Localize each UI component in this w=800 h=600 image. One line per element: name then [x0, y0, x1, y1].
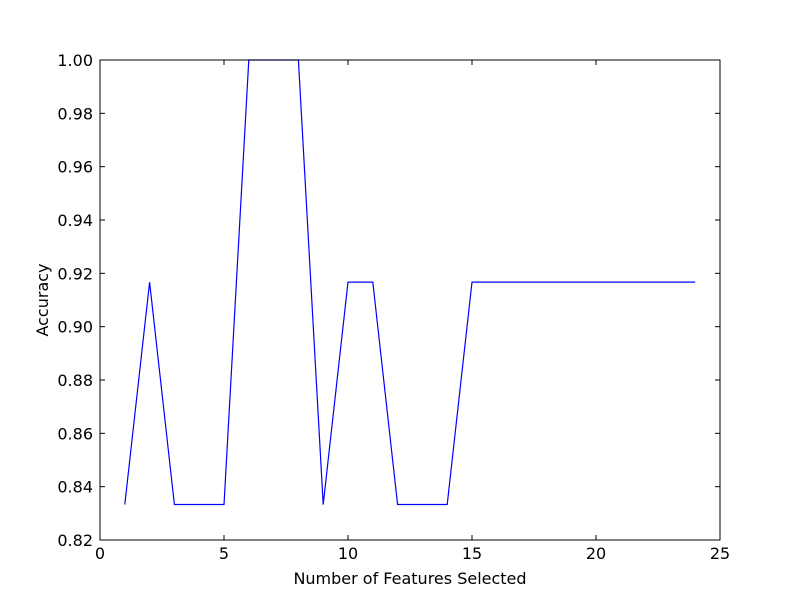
y-tick-label: 0.84: [57, 478, 93, 497]
x-tick-label: 0: [95, 544, 105, 563]
plot-frame: [99, 59, 721, 541]
y-tick-label: 0.82: [57, 531, 93, 550]
axis-ticks: 0 5 10 15 20 25 0.82 0.84 0.86 0.88 0.90 0.92 0.94 0.…: [57, 51, 730, 563]
y-tick-label: 0.86: [57, 424, 93, 443]
plot-area: [124, 59, 696, 506]
x-tick-label: 10: [338, 544, 358, 563]
y-tick-label: 0.96: [57, 158, 93, 177]
y-tick-label: 0.98: [57, 104, 93, 123]
y-axis-label: Accuracy: [33, 263, 52, 336]
y-tick-label: 0.94: [57, 211, 93, 230]
series-line: [124, 59, 696, 506]
y-tick-label: 0.88: [57, 371, 93, 390]
y-tick-label: 1.00: [57, 51, 93, 70]
x-tick-label: 5: [219, 544, 229, 563]
y-tick-label: 0.92: [57, 264, 93, 283]
y-tick-label: 0.90: [57, 318, 93, 337]
x-tick-label: 25: [710, 544, 730, 563]
x-tick-label: 15: [462, 544, 482, 563]
x-tick-label: 20: [586, 544, 606, 563]
x-axis-label: Number of Features Selected: [293, 569, 526, 588]
